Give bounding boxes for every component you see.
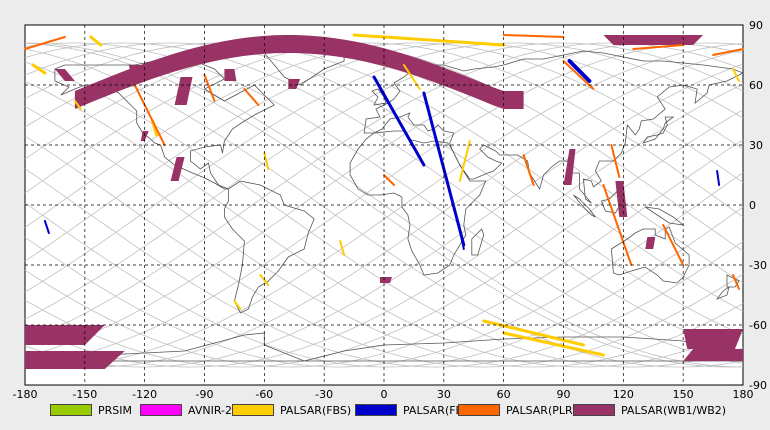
swath-plr: [562, 60, 595, 90]
swath-fbs: [458, 140, 471, 182]
swath-plr: [610, 144, 621, 178]
swath-fbs: [502, 331, 605, 357]
swath-wb: [563, 149, 576, 185]
legend-swatch-fbd: [355, 404, 397, 416]
swath-plr: [712, 48, 744, 56]
longitude-tick-label: -90: [196, 388, 214, 400]
swath-fbs: [263, 152, 270, 170]
latitude-tick-label: -60: [749, 319, 767, 332]
swath-fbs: [352, 33, 506, 47]
swath-fbs: [732, 68, 740, 82]
coastline: [471, 228, 485, 256]
longitude-tick-label: 180: [733, 388, 754, 400]
coastline: [610, 226, 690, 284]
swath-wb: [224, 69, 237, 81]
swath-plr: [383, 174, 395, 186]
legend-item-prism: PRSIM: [50, 402, 132, 418]
latitude-tick-label: -30: [749, 259, 767, 272]
longitude-tick-label: -30: [315, 388, 333, 400]
latitude-tick-label: 30: [749, 139, 763, 152]
latitude-tick-label: 60: [749, 79, 763, 92]
legend-label-avnir2: AVNIR-2: [188, 403, 232, 417]
swath-fbs: [89, 35, 103, 47]
swath-wb: [645, 237, 656, 249]
swath-plr: [522, 154, 535, 186]
map-canvas: -180 -150 -120 -90 -60 -30 0 30 60 90 120 150 180 90…: [13, 19, 767, 401]
swath-fbs: [73, 100, 82, 110]
swath-plr: [732, 274, 740, 290]
legend-label-fbs: PALSAR(FBS): [280, 403, 352, 417]
legend-label-plr: PALSAR(PLR): [506, 403, 577, 417]
legend-label-fbd: PALSAR(FBD): [403, 403, 476, 417]
swath-fbs: [339, 240, 346, 256]
swath-fbs: [31, 63, 47, 75]
orbit-track: [24, 42, 744, 320]
legend-swatch-fbs: [232, 404, 274, 416]
swath-fbd: [716, 170, 721, 186]
swath-plr: [203, 74, 216, 102]
legend-item-avnir2: AVNIR-2: [140, 402, 232, 418]
swath-wb: [603, 35, 704, 45]
swath-wb: [174, 77, 193, 105]
legend-swatch-prism: [50, 404, 92, 416]
longitude-tick-label: 150: [673, 388, 694, 400]
coastline: [573, 194, 596, 218]
longitude-tick-label: -150: [72, 388, 97, 400]
swath-plr: [602, 184, 633, 266]
coastline: [54, 58, 275, 190]
legend-swatch-wb: [573, 404, 615, 416]
swath-wb: [54, 69, 75, 81]
coastline: [642, 116, 675, 144]
coastline: [349, 130, 487, 276]
swath-wb: [170, 157, 185, 181]
swath-fbd: [458, 228, 465, 250]
longitude-tick-label: 60: [497, 388, 511, 400]
graticule: [25, 25, 743, 385]
swath-wb: [615, 181, 628, 217]
swath-plr: [24, 36, 66, 50]
swath-fbd: [43, 220, 50, 234]
longitude-tick-label: 30: [437, 388, 451, 400]
longitude-tick-label: 90: [557, 388, 571, 400]
swath-wb: [380, 277, 392, 283]
longitude-tick-label: -60: [255, 388, 273, 400]
swath-fbd: [567, 59, 592, 83]
swath-wb: [683, 349, 743, 361]
latitude-tick-label: 0: [749, 199, 756, 212]
legend-item-wb: PALSAR(WB1/WB2): [573, 402, 726, 418]
swath-wb: [128, 65, 149, 79]
latitude-labels: 90 60 30 0 -30 -60 -90: [749, 19, 767, 392]
coastline: [371, 88, 387, 106]
longitude-tick-label: 120: [613, 388, 634, 400]
longitude-tick-label: 0: [381, 388, 388, 400]
legend-swatch-plr: [458, 404, 500, 416]
swath-plr: [243, 88, 260, 106]
legend-label-prism: PRSIM: [98, 403, 132, 417]
legend-item-fbs: PALSAR(FBS): [232, 402, 351, 418]
legend-label-wb: PALSAR(WB1/WB2): [621, 403, 727, 417]
swath-plr: [632, 44, 685, 50]
coastline: [715, 286, 730, 300]
swath-wb: [25, 351, 125, 369]
latitude-tick-label: -90: [749, 379, 767, 392]
legend: PRSIM AVNIR-2 PALSAR(FBS) PALSAR(FBD) PA…: [0, 402, 770, 422]
swath-plr: [662, 224, 685, 266]
swath-wb: [288, 79, 301, 89]
longitude-tick-label: -180: [13, 388, 38, 400]
legend-item-fbd: PALSAR(FBD): [355, 402, 476, 418]
legend-item-plr: PALSAR(PLR): [458, 402, 577, 418]
swath-wb: [683, 329, 743, 349]
swath-plr: [133, 84, 166, 146]
swath-fbs: [233, 300, 242, 310]
coastline: [363, 50, 744, 204]
longitude-tick-label: -120: [132, 388, 157, 400]
orbit-track: [24, 139, 744, 368]
swath-wb-arc: [74, 35, 524, 109]
swath-plr: [502, 34, 565, 38]
longitude-labels: -180 -150 -120 -90 -60 -30 0 30 60 90 120 150 180: [13, 388, 754, 401]
legend-swatch-avnir2: [140, 404, 182, 416]
swath-fbd: [372, 75, 426, 167]
latitude-tick-label: 90: [749, 19, 763, 32]
